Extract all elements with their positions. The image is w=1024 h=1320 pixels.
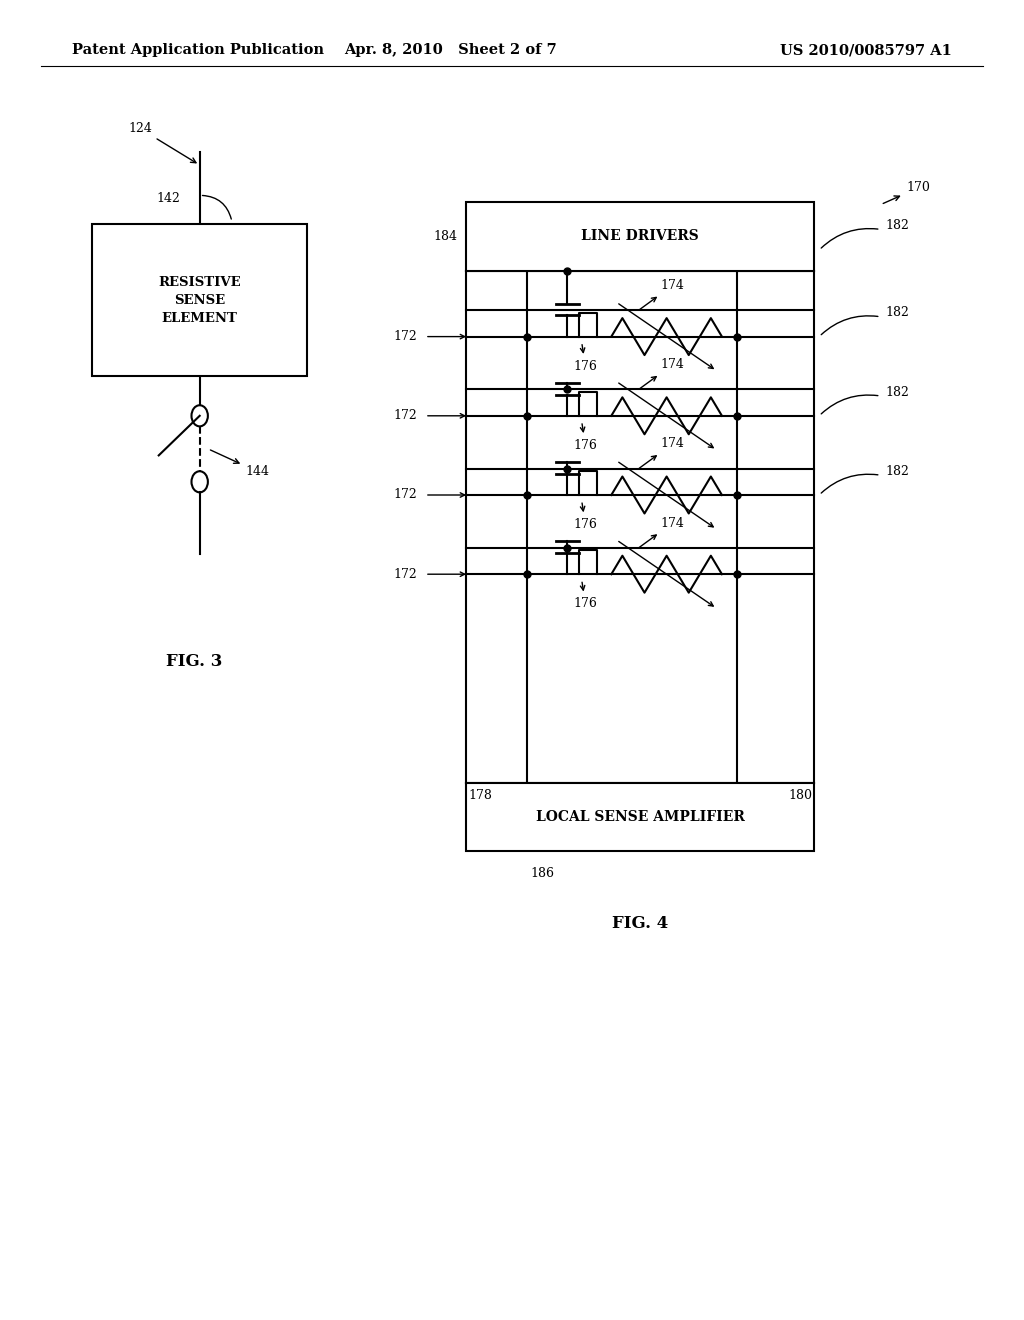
Text: FIG. 3: FIG. 3 (166, 653, 223, 671)
Text: 144: 144 (210, 450, 269, 478)
Text: 176: 176 (573, 424, 597, 451)
Text: 186: 186 (530, 867, 555, 880)
Text: 174: 174 (639, 516, 684, 548)
Text: FIG. 4: FIG. 4 (612, 915, 668, 932)
Text: 124: 124 (128, 121, 196, 162)
Text: 176: 176 (573, 503, 597, 531)
Text: 182: 182 (886, 306, 909, 319)
Text: 176: 176 (573, 582, 597, 610)
Text: US 2010/0085797 A1: US 2010/0085797 A1 (780, 44, 952, 57)
Text: Patent Application Publication: Patent Application Publication (72, 44, 324, 57)
Bar (466, 783, 814, 851)
Text: 170: 170 (883, 181, 930, 203)
Text: 174: 174 (639, 358, 684, 389)
Bar (466, 202, 814, 271)
Text: 180: 180 (788, 789, 812, 803)
Text: 182: 182 (886, 385, 909, 399)
Text: 182: 182 (886, 219, 909, 232)
Text: 172: 172 (393, 409, 417, 422)
Text: 174: 174 (639, 279, 684, 310)
Text: 182: 182 (886, 465, 909, 478)
Text: LINE DRIVERS: LINE DRIVERS (582, 230, 698, 243)
Text: 172: 172 (393, 330, 417, 343)
Bar (92, 224, 307, 376)
Text: 176: 176 (573, 345, 597, 372)
Text: 172: 172 (393, 568, 417, 581)
Text: 178: 178 (468, 789, 492, 803)
Text: 172: 172 (393, 488, 417, 502)
Text: 174: 174 (639, 437, 684, 469)
Text: LOCAL SENSE AMPLIFIER: LOCAL SENSE AMPLIFIER (536, 810, 744, 824)
Text: 184: 184 (434, 230, 458, 243)
Text: 142: 142 (157, 191, 180, 205)
Text: RESISTIVE
SENSE
ELEMENT: RESISTIVE SENSE ELEMENT (159, 276, 241, 325)
Text: Apr. 8, 2010   Sheet 2 of 7: Apr. 8, 2010 Sheet 2 of 7 (344, 44, 557, 57)
